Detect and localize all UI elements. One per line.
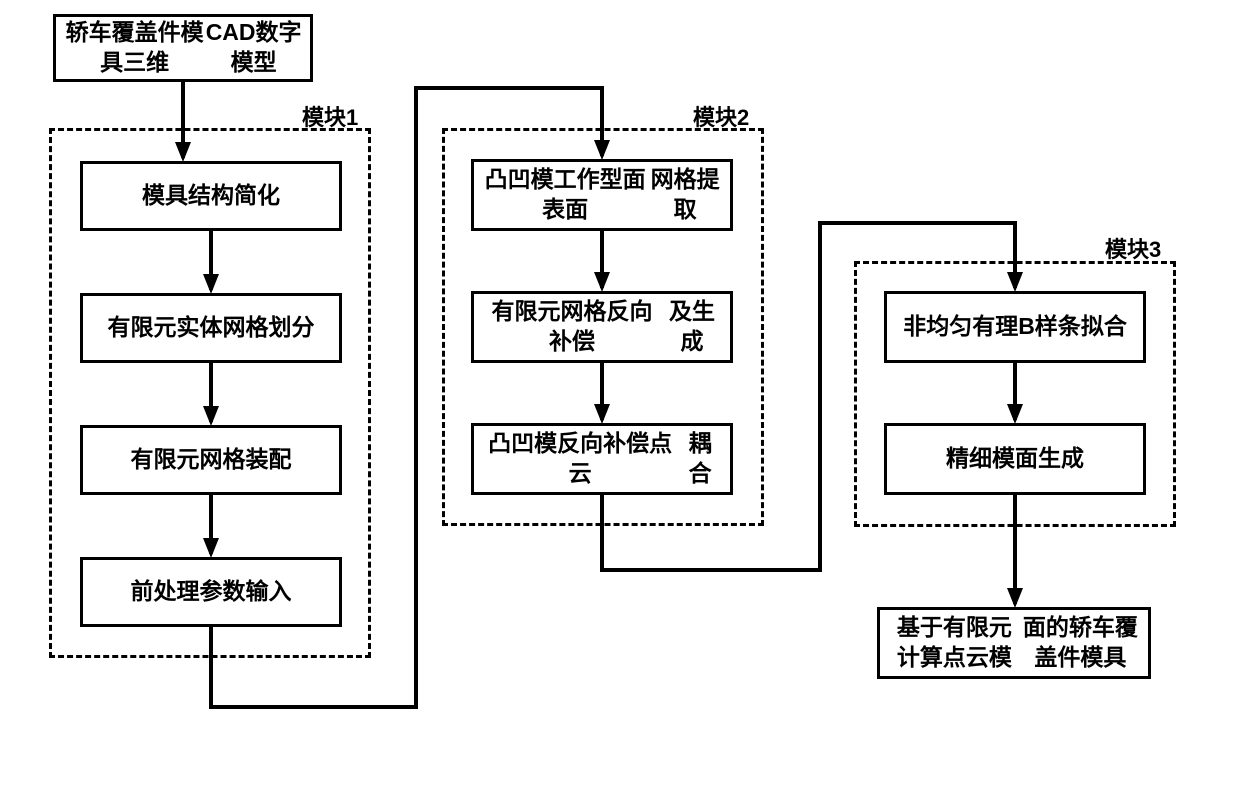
module2-label: 模块2 [693, 100, 749, 132]
m1-node-1: 模具结构简化 [80, 161, 342, 231]
m2-node-2: 有限元网格反向补偿及生成 [471, 291, 733, 363]
module3-label: 模块3 [1105, 232, 1161, 264]
m2-node-1: 凸凹模工作型面表面网格提取 [471, 159, 733, 231]
start-node: 轿车覆盖件模具三维CAD数字模型 [53, 14, 313, 82]
end-node: 基于有限元计算点云模面的轿车覆盖件模具 [877, 607, 1151, 679]
m1-node-2: 有限元实体网格划分 [80, 293, 342, 363]
m3-node-1: 非均匀有理B样条拟合 [884, 291, 1146, 363]
m1-node-4: 前处理参数输入 [80, 557, 342, 627]
m3-node-2: 精细模面生成 [884, 423, 1146, 495]
m2-node-3: 凸凹模反向补偿点云耦合 [471, 423, 733, 495]
m1-node-3: 有限元网格装配 [80, 425, 342, 495]
module1-label: 模块1 [302, 100, 358, 132]
